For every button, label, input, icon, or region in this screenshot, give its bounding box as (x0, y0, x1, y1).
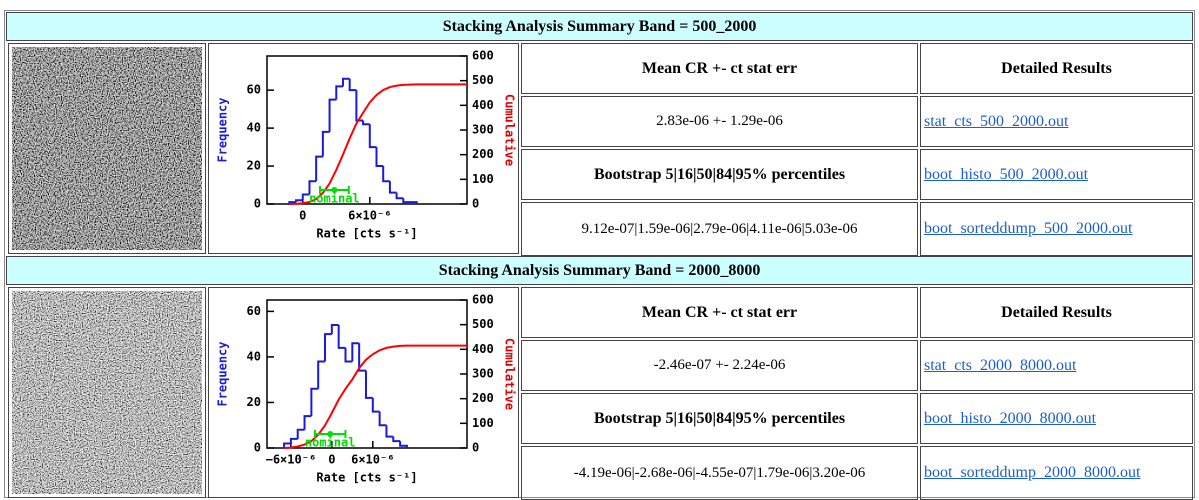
mean-header: Mean CR +- ct stat err (521, 43, 918, 94)
histogram-step (386, 425, 393, 436)
y2-tick-label: 300 (472, 123, 494, 137)
section-header: Stacking Analysis Summary Band = 2000_80… (6, 256, 1193, 285)
x-tick-label: 6×10⁻⁶ (348, 209, 391, 223)
section-header: Stacking Analysis Summary Band = 500_200… (6, 12, 1193, 41)
histogram-step (332, 325, 339, 334)
y-tick-label: 20 (247, 395, 261, 409)
mean-value: 2.83e-06 +- 1.29e-06 (521, 96, 918, 147)
noise-image (12, 47, 202, 250)
histogram-step (350, 79, 357, 90)
y-axis-label: Frequency (216, 97, 230, 162)
x-axis-label: Rate [cts s⁻¹] (316, 227, 417, 241)
y-tick-label: 40 (247, 349, 261, 363)
histogram-step (318, 361, 325, 388)
histogram-step (400, 441, 407, 448)
histogram-step (296, 200, 303, 202)
plot-frame (267, 300, 467, 448)
stacked-image (12, 291, 202, 494)
y-tick-label: 0 (254, 197, 261, 211)
histogram-step (339, 325, 346, 348)
y2-axis-label: Cumulative (503, 94, 517, 166)
x-tick-label: 0 (328, 453, 335, 467)
histogram-step (343, 79, 350, 87)
histogram-step (352, 343, 359, 361)
histogram-step (390, 181, 397, 192)
y-tick-label: 40 (247, 121, 261, 135)
y-axis-label: Frequency (216, 341, 230, 406)
histogram-step (376, 147, 383, 166)
y2-axis-label: Cumulative (503, 338, 517, 410)
y2-tick-label: 200 (472, 147, 494, 161)
page: {"sections": [ {"header": "Stacking Anal… (0, 0, 1199, 498)
histogram-step (403, 198, 410, 202)
results-header: Detailed Results (920, 43, 1193, 94)
histogram-step (393, 437, 400, 442)
x-tick-label: −6×10⁻⁶ (266, 453, 317, 467)
y2-tick-label: 500 (472, 73, 494, 87)
y2-tick-label: 600 (472, 293, 494, 307)
bootstrap-header: Bootstrap 5|16|50|84|95% percentiles (521, 393, 918, 444)
y-tick-label: 60 (247, 83, 261, 97)
mean-value: -2.46e-07 +- 2.24e-06 (521, 340, 918, 391)
histogram-step (373, 398, 380, 412)
dump-link[interactable]: boot_sorteddump_500_2000.out (920, 202, 1193, 256)
bootstrap-values: 9.12e-07|1.59e-06|2.79e-06|4.11e-06|5.03… (521, 202, 918, 256)
histogram-step (370, 124, 377, 147)
histogram-step (383, 166, 390, 181)
histogram-step (311, 389, 318, 416)
nominal-label: nominal (309, 192, 360, 206)
histo-link[interactable]: boot_histo_500_2000.out (920, 149, 1193, 200)
dump-link[interactable]: boot_sorteddump_2000_8000.out (920, 446, 1193, 500)
histogram-step (380, 412, 387, 426)
histogram-step (316, 157, 323, 182)
y2-tick-label: 100 (472, 172, 494, 186)
histogram-step (366, 371, 373, 398)
y2-tick-label: 0 (472, 197, 479, 211)
histogram-step (291, 439, 298, 444)
histo-link[interactable]: boot_histo_2000_8000.out (920, 393, 1193, 444)
histogram-step (345, 348, 352, 362)
bootstrap-values: -4.19e-06|-2.68e-06|-4.55e-07|1.79e-06|3… (521, 446, 918, 500)
x-axis-label: Rate [cts s⁻¹] (316, 471, 417, 485)
image-cell (8, 287, 206, 498)
histogram-step (397, 193, 404, 199)
stacked-image (12, 47, 202, 250)
bootstrap-header: Bootstrap 5|16|50|84|95% percentiles (521, 149, 918, 200)
y2-tick-label: 200 (472, 391, 494, 405)
stat-link[interactable]: stat_cts_500_2000.out (920, 96, 1193, 147)
noise-image (12, 291, 202, 494)
histogram-step (363, 121, 370, 125)
nominal-label: nominal (305, 436, 356, 450)
mean-header: Mean CR +- ct stat err (521, 287, 918, 338)
y2-tick-label: 600 (472, 49, 494, 63)
y-tick-label: 60 (247, 304, 261, 318)
plot-frame (267, 56, 467, 204)
y2-tick-label: 100 (472, 416, 494, 430)
y2-tick-label: 400 (472, 98, 494, 112)
y-tick-label: 0 (254, 441, 261, 455)
stat-link[interactable]: stat_cts_2000_8000.out (920, 340, 1193, 391)
histogram-step (323, 132, 330, 157)
histogram-step (305, 416, 312, 430)
x-tick-label: 6×10⁻⁶ (351, 453, 394, 467)
y2-tick-label: 400 (472, 342, 494, 356)
results-header: Detailed Results (920, 287, 1193, 338)
histogram-step (325, 334, 332, 361)
x-tick-label: 0 (299, 209, 306, 223)
image-cell (8, 43, 206, 254)
y2-tick-label: 300 (472, 367, 494, 381)
histogram-step (336, 86, 343, 99)
cumulative-curve (289, 84, 467, 204)
y2-tick-label: 0 (472, 441, 479, 455)
y2-tick-label: 500 (472, 317, 494, 331)
histogram-step (298, 430, 305, 439)
histogram-step (330, 100, 337, 132)
y-tick-label: 20 (247, 159, 261, 173)
